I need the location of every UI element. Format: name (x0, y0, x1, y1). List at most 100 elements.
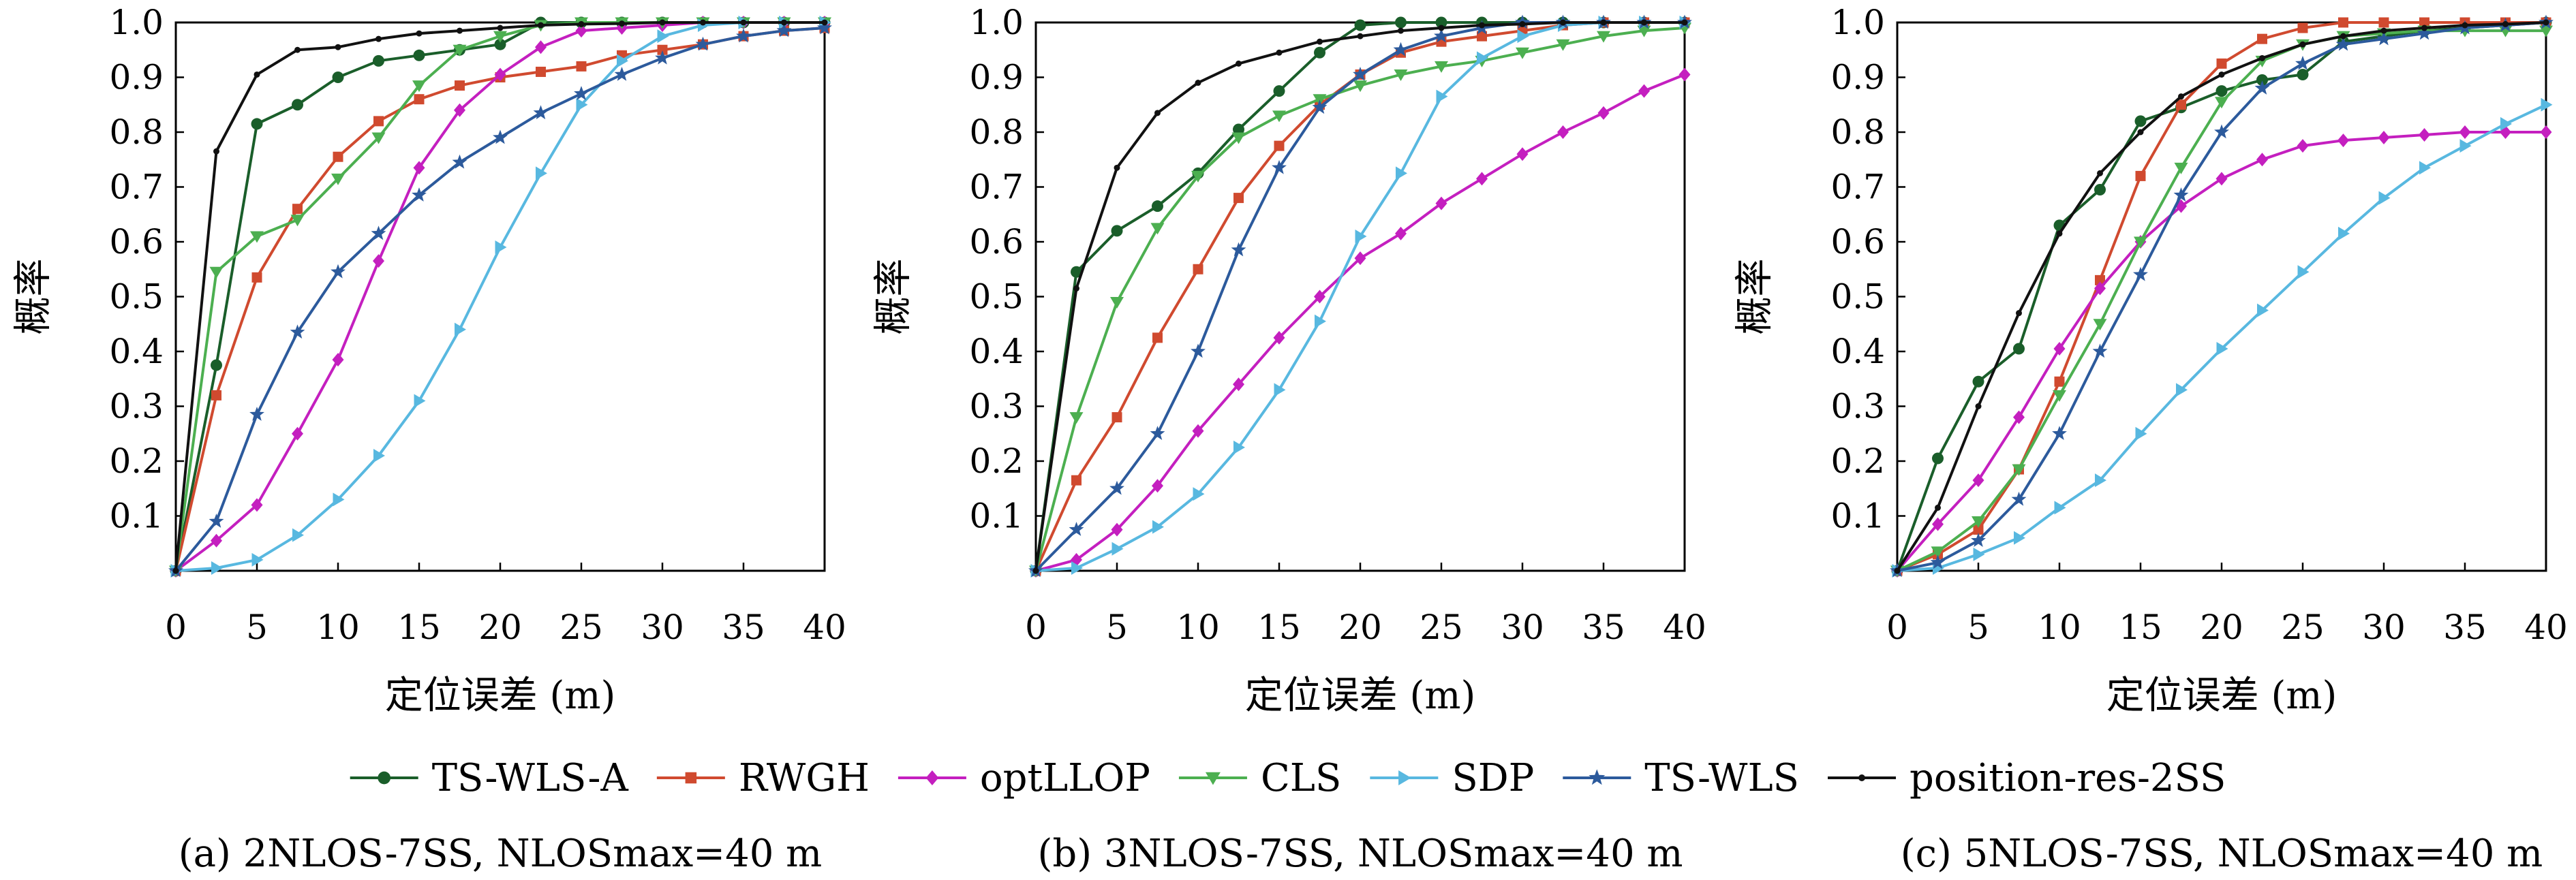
data-point (2215, 97, 2228, 109)
data-point (2093, 319, 2107, 331)
data-point (1435, 196, 1447, 210)
data-point (497, 25, 504, 31)
data-point (453, 44, 467, 57)
data-point (2417, 25, 2432, 40)
data-point (2378, 131, 2390, 145)
chart-panel: 0 5 10 15 20 25 30 35 40 0.1 0.2 0.3 0.4 0.5 0.6 0.7 0.8… (872, 3, 1706, 718)
data-point (414, 94, 425, 105)
data-point (1975, 403, 1982, 409)
legend-item-rwgh: RWGH (656, 756, 870, 800)
data-point (1354, 251, 1366, 266)
data-point (1193, 487, 1205, 501)
data-point (1193, 264, 1203, 274)
data-point (1274, 140, 1285, 151)
y-tick-label: 0.6 (109, 222, 164, 262)
data-point (2095, 274, 2105, 285)
data-point (172, 567, 179, 574)
data-point (2257, 303, 2269, 317)
legend-label: TS-WLS (1644, 756, 1799, 800)
data-point (373, 254, 384, 268)
data-point (457, 27, 463, 34)
data-point (700, 19, 706, 26)
series-rwgh (1030, 17, 1690, 576)
y-tick-label: 0.7 (969, 168, 1024, 207)
data-point (251, 118, 263, 130)
data-point (412, 80, 426, 93)
legend-marker (1858, 774, 1865, 781)
data-point (1395, 226, 1407, 240)
data-point (2254, 80, 2270, 95)
data-point (2216, 341, 2228, 356)
data-point (1236, 60, 1242, 67)
data-point (2299, 41, 2306, 48)
data-point (1111, 412, 1122, 423)
data-point (1557, 125, 1569, 139)
data-point (2054, 501, 2066, 515)
data-point (371, 225, 386, 240)
data-point (538, 22, 544, 29)
data-point (292, 528, 304, 542)
data-point (1273, 330, 1285, 345)
x-tick-label: 30 (2362, 608, 2406, 647)
data-point (1434, 28, 1449, 43)
data-point (2378, 191, 2391, 205)
y-tick-label: 0.1 (1830, 497, 1885, 536)
series-rwgh (170, 22, 830, 576)
x-tick-label: 40 (2524, 608, 2568, 647)
data-point (1312, 99, 1328, 114)
y-axis-label: 概率 (12, 259, 56, 335)
series-line (1897, 29, 2546, 572)
data-point (2419, 128, 2430, 142)
data-point (1192, 424, 1204, 438)
data-point (2137, 129, 2144, 136)
data-point (576, 97, 588, 112)
data-point (416, 30, 423, 37)
x-tick-label: 15 (1257, 608, 1301, 647)
legend-label: SDP (1452, 756, 1534, 800)
data-point (2462, 22, 2468, 29)
legend-item-optllop: optLLOP (898, 756, 1150, 800)
y-tick-label: 0.4 (969, 332, 1024, 371)
data-point (740, 19, 747, 26)
data-point (495, 240, 507, 255)
data-point (2502, 20, 2509, 27)
data-point (1972, 516, 1985, 529)
data-point (1681, 19, 1688, 26)
data-point (1274, 383, 1286, 397)
y-tick-label: 1.0 (109, 3, 164, 42)
data-point (659, 19, 666, 26)
data-point (1973, 547, 1985, 561)
data-point (1973, 524, 1984, 535)
data-point (332, 72, 344, 83)
data-point (1971, 533, 1986, 548)
data-point (1191, 170, 1205, 183)
panel-caption: (c) 5NLOS-7SS, NLOSmax=40 m (1901, 832, 2543, 876)
data-point (2094, 281, 2106, 296)
data-point (1150, 426, 1165, 441)
data-point (2215, 172, 2228, 186)
data-point (657, 29, 669, 44)
data-point (211, 390, 221, 400)
data-point (1556, 39, 1570, 51)
data-point (817, 20, 832, 35)
legend-item-cls: CLS (1178, 756, 1341, 800)
data-point (821, 19, 828, 26)
data-point (2054, 376, 2065, 387)
data-point (1436, 89, 1448, 104)
series-line (174, 27, 825, 572)
data-point (1152, 200, 1163, 213)
series-line (175, 21, 825, 572)
data-point (2053, 341, 2066, 356)
data-point (333, 492, 345, 507)
data-point (1931, 546, 1945, 559)
series-line (1035, 21, 1685, 572)
x-tick-label: 30 (641, 608, 684, 647)
x-tick-label: 35 (2443, 608, 2487, 647)
data-point (1071, 561, 1083, 575)
legend-item-ts-wls-a: TS-WLS-A (350, 756, 628, 800)
data-point (2216, 58, 2227, 69)
data-point (1972, 375, 1984, 388)
data-point (251, 272, 262, 283)
captions: (a) 2NLOS-7SS, NLOSmax=40 m (b) 3NLOS-7SS… (179, 832, 2543, 876)
panels: 0 5 10 15 20 25 30 35 40 0.1 0.2 0.3 0.4 0.5 0.6 0.7 0.8… (12, 3, 2568, 718)
